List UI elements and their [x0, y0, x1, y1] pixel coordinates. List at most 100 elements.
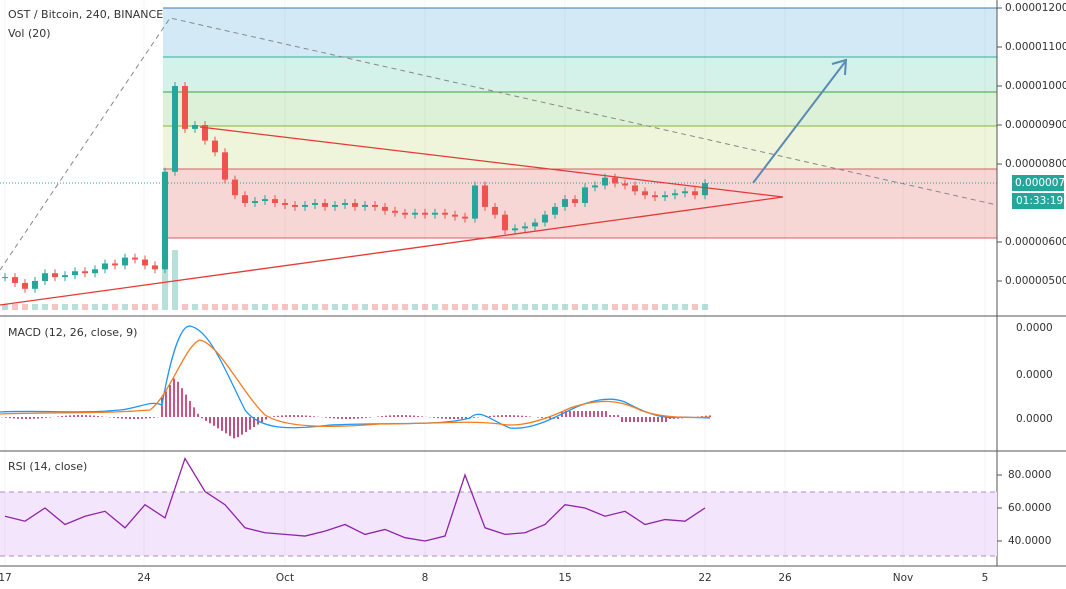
time-label: Oct: [276, 572, 294, 584]
price-tick-label: 0.00000600: [1005, 236, 1066, 248]
candle: [402, 212, 408, 215]
candle: [372, 204, 378, 207]
fib-zone: [163, 169, 997, 238]
price-tick-label: 0.00000900: [1005, 119, 1066, 131]
candle: [612, 177, 618, 184]
volume-bar: [22, 304, 28, 310]
candle: [462, 216, 468, 219]
macd-axis-label: 0.0000: [1016, 369, 1053, 381]
candle: [472, 185, 478, 219]
candle: [242, 195, 248, 203]
macd-line: [0, 325, 711, 429]
candle: [142, 259, 148, 266]
macd-axis-label: 0.0000: [1016, 413, 1053, 425]
volume-bar: [482, 304, 488, 310]
candle: [512, 228, 518, 231]
volume-bar: [662, 304, 668, 310]
time-label: Nov: [893, 572, 914, 584]
candle: [322, 203, 328, 207]
volume-bar: [672, 304, 678, 310]
volume-bar: [452, 304, 458, 310]
volume-bar: [382, 304, 388, 310]
volume-bar: [112, 304, 118, 310]
volume-bar: [642, 304, 648, 310]
last-price-label: 0.00000751: [1015, 177, 1066, 189]
volume-bar: [82, 304, 88, 310]
candle: [652, 195, 658, 198]
volume-bar: [652, 304, 658, 310]
rsi-label: RSI (14, close): [8, 460, 87, 473]
macd-label: MACD (12, 26, close, 9): [8, 326, 137, 339]
rsi-tick-label: 60.0000: [1008, 502, 1051, 514]
candle: [262, 199, 268, 202]
candle: [272, 199, 278, 203]
volume-bar: [302, 304, 308, 310]
time-label: 22: [698, 572, 711, 584]
candle: [42, 273, 48, 281]
candle: [102, 263, 108, 270]
candle: [332, 204, 338, 207]
volume-bar: [602, 304, 608, 310]
candle: [602, 177, 608, 186]
candle: [562, 199, 568, 207]
volume-bar: [572, 304, 578, 310]
volume-bar: [632, 304, 638, 310]
candle: [692, 191, 698, 196]
volume-bar: [292, 304, 298, 310]
last-price-badge: [1012, 175, 1064, 191]
volume-bar: [622, 304, 628, 310]
price-tick-label: 0.00000800: [1005, 158, 1066, 170]
volume-bar: [612, 304, 618, 310]
candle: [702, 183, 708, 196]
volume-bar: [432, 304, 438, 310]
candle: [92, 269, 98, 274]
price-tick-label: 0.00001200: [1005, 2, 1066, 14]
candle: [32, 281, 38, 289]
price-tick-label: 0.00000500: [1005, 275, 1066, 287]
volume-bar: [692, 304, 698, 310]
macd-histogram: [1, 378, 711, 439]
arrow: [752, 58, 848, 184]
candle: [82, 271, 88, 274]
volume-bar: [332, 304, 338, 310]
volume-bar: [682, 304, 688, 310]
volume-bar: [52, 304, 58, 310]
volume-bar: [322, 304, 328, 310]
rsi-tick-label: 80.0000: [1008, 469, 1051, 481]
volume-bar: [472, 304, 478, 310]
volume-bar: [392, 304, 398, 310]
candle: [622, 183, 628, 186]
candle: [72, 271, 78, 276]
candle: [162, 171, 168, 270]
macd-axis-label: 0.0000: [1016, 322, 1053, 334]
volume-bar: [2, 304, 8, 310]
candle: [672, 193, 678, 196]
volume-bar: [102, 304, 108, 310]
candle: [552, 206, 558, 215]
candle: [632, 185, 638, 192]
candles: [2, 82, 708, 293]
candle: [212, 140, 218, 153]
candle: [592, 185, 598, 188]
volume-bar: [362, 304, 368, 310]
volume-bar: [352, 304, 358, 310]
candle: [532, 222, 538, 227]
volume-bar: [212, 304, 218, 310]
candle: [52, 273, 58, 278]
trend-dashed: [0, 17, 998, 271]
time-label: 26: [778, 572, 792, 584]
candle: [222, 152, 228, 180]
candle: [542, 214, 548, 223]
volume-label: Vol (20): [8, 27, 51, 40]
volume-bar: [492, 304, 498, 310]
volume-bar: [312, 304, 318, 310]
candle: [292, 204, 298, 207]
volume-bar: [72, 304, 78, 310]
rsi-tick-label: 40.0000: [1008, 535, 1051, 547]
volume-bar: [422, 304, 428, 310]
rsi-band: [0, 492, 997, 556]
volume-bar: [562, 304, 568, 310]
time-label: 24: [137, 572, 151, 584]
candle: [312, 203, 318, 205]
